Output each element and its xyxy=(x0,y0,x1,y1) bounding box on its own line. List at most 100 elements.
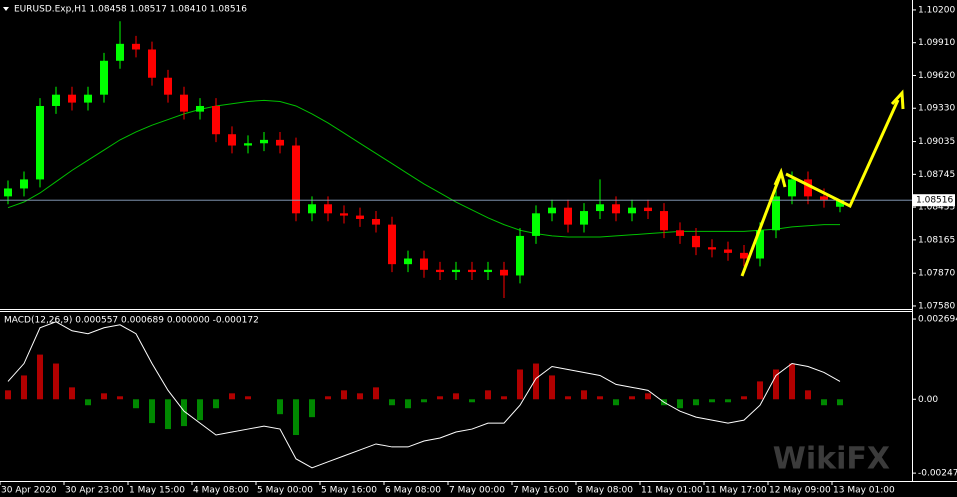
histogram-bar xyxy=(101,393,107,400)
histogram-bar xyxy=(549,375,555,400)
arrow xyxy=(740,175,782,277)
candle-body xyxy=(164,77,172,95)
candle-body xyxy=(580,211,588,225)
candle-body xyxy=(308,204,316,214)
plot: 1.10200 1.09910 1.09620 1.09330 1.09035 1.087… xyxy=(0,5,957,496)
histogram-bar xyxy=(21,375,27,400)
candle-body xyxy=(84,94,92,103)
y-tick-label: 1.08745 xyxy=(918,170,955,180)
histogram-bar xyxy=(757,381,763,400)
indicator-title: MACD(12,26,9) 0.000557 0.000689 0.000000… xyxy=(4,316,259,326)
y-tick-label: 0.002694 xyxy=(918,315,957,325)
x-tick-label: 8 May 08:00 xyxy=(577,486,633,496)
candle-body xyxy=(628,207,636,214)
histogram-bar xyxy=(501,396,507,400)
candle-body xyxy=(404,258,412,265)
candle-body xyxy=(820,196,828,200)
candle-body xyxy=(724,249,732,253)
candle-body xyxy=(788,179,796,197)
x-tick-label: 11 May 01:00 xyxy=(641,486,703,496)
histogram-bar xyxy=(437,396,443,400)
histogram-bar xyxy=(325,396,331,400)
candle-body xyxy=(116,43,124,61)
candle-body xyxy=(756,230,764,259)
histogram-bar xyxy=(357,393,363,400)
histogram-bar xyxy=(805,390,811,400)
y-tick-label: 1.10200 xyxy=(918,5,955,15)
y-tick-label: 1.09910 xyxy=(918,38,955,48)
y-tick-label: -0.002479 xyxy=(918,469,957,479)
menu-icon[interactable] xyxy=(3,7,9,11)
candle-body xyxy=(180,94,188,112)
trend-arrows xyxy=(740,89,905,277)
candle-body xyxy=(292,145,300,214)
x-tick-label: 6 May 08:00 xyxy=(385,486,441,496)
histogram-bar xyxy=(741,396,747,400)
histogram-bar xyxy=(677,399,683,409)
candle-body xyxy=(436,269,444,273)
candle-body xyxy=(228,134,236,146)
candle-body xyxy=(100,60,108,95)
histogram-bar xyxy=(597,396,603,400)
candle-body xyxy=(52,94,60,106)
histogram-bar xyxy=(645,393,651,400)
x-tick-label: 30 Apr 23:00 xyxy=(65,486,124,496)
arrow xyxy=(785,99,900,209)
histogram-bar xyxy=(213,399,219,409)
macd-line xyxy=(7,321,841,469)
candle-body xyxy=(260,139,268,144)
histogram-bar xyxy=(37,354,43,400)
histogram-bar xyxy=(69,387,75,400)
candle-body xyxy=(212,105,220,135)
candle-body xyxy=(564,207,572,225)
histogram-bar xyxy=(517,369,523,400)
candle-body xyxy=(804,179,812,197)
y-tick-label: 1.07580 xyxy=(918,301,955,311)
moving-average xyxy=(7,99,840,238)
x-tick-label: 4 May 08:00 xyxy=(193,486,249,496)
candle-body xyxy=(148,49,156,78)
histogram-bar xyxy=(245,396,251,400)
candle-body xyxy=(388,224,396,265)
current-price-box xyxy=(913,194,955,207)
watermark: WikiFX xyxy=(773,442,890,477)
candle-body xyxy=(484,269,492,273)
candle-body xyxy=(68,94,76,103)
candle-body xyxy=(452,269,460,273)
candle-body xyxy=(500,269,508,276)
candle-body xyxy=(740,252,748,259)
y-tick-label: 1.09035 xyxy=(918,137,955,147)
histogram-bar xyxy=(725,399,731,403)
histogram-bar xyxy=(5,390,11,400)
histogram-bar xyxy=(229,393,235,400)
candle-body xyxy=(36,105,44,180)
histogram-bar xyxy=(405,399,411,409)
histogram-bar xyxy=(197,399,203,421)
histogram-bar xyxy=(373,387,379,400)
current-price-label: 1.08516 xyxy=(916,196,953,206)
candle-body xyxy=(644,207,652,212)
histogram-bar xyxy=(181,399,187,427)
candle-body xyxy=(660,211,668,231)
x-tick-label: 7 May 16:00 xyxy=(513,486,569,496)
histogram-bar xyxy=(693,399,699,406)
candle-body xyxy=(532,213,540,236)
candle-body xyxy=(196,105,204,112)
histogram-bar xyxy=(149,399,155,424)
histogram-bar xyxy=(533,363,539,400)
histogram-bar xyxy=(565,396,571,400)
histogram-bar xyxy=(789,363,795,400)
candle-body xyxy=(276,139,284,146)
x-tick-label: 12 May 09:00 xyxy=(769,486,831,496)
x-tick-label: 7 May 00:00 xyxy=(449,486,505,496)
candle-body xyxy=(468,269,476,273)
candle-body xyxy=(356,215,364,219)
histogram-bar xyxy=(821,399,827,406)
x-tick-label: 11 May 17:00 xyxy=(705,486,767,496)
candle-body xyxy=(20,179,28,189)
histogram-bar xyxy=(53,363,59,400)
x-tick-label: 1 May 15:00 xyxy=(129,486,185,496)
histogram-bar xyxy=(453,393,459,400)
